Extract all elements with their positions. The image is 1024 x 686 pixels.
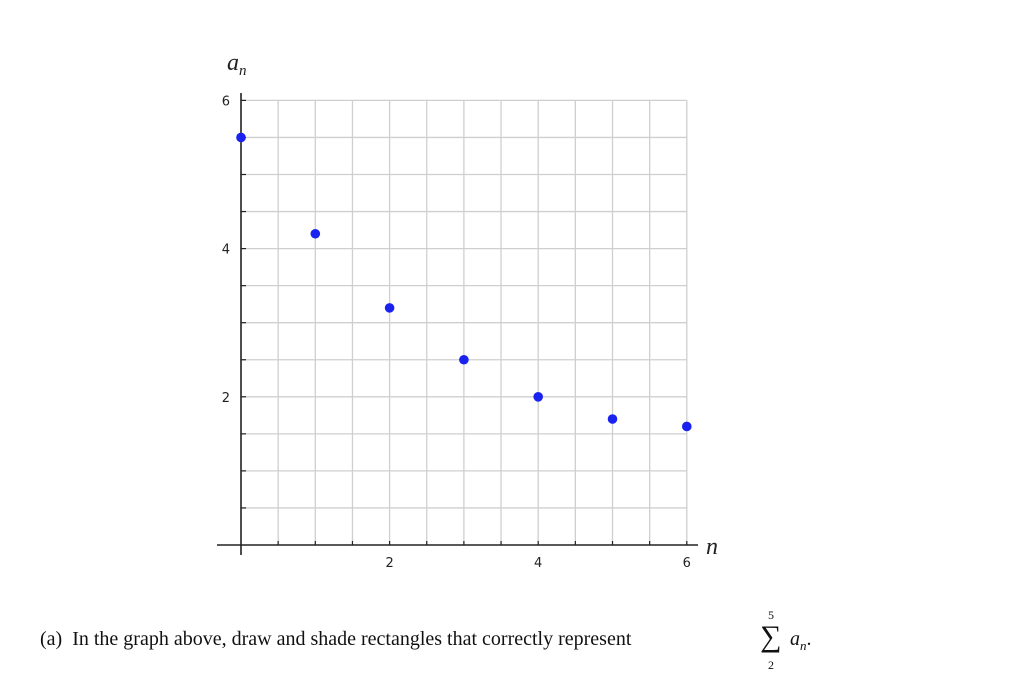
term-period: . bbox=[806, 628, 812, 650]
data-point bbox=[607, 414, 618, 424]
data-point bbox=[533, 392, 543, 402]
x-tick-label: 2 bbox=[385, 556, 393, 571]
data-points bbox=[236, 132, 692, 432]
question-text: (a) In the graph above, draw and shade re… bbox=[40, 628, 631, 651]
term-main: a bbox=[790, 628, 800, 650]
sum-upper-limit: 5 bbox=[768, 608, 774, 622]
summation-term: an. bbox=[790, 628, 812, 654]
tick-labels: 2 4 6 2 4 6 bbox=[222, 94, 691, 571]
y-tick-label: 6 bbox=[222, 94, 230, 109]
y-tick-label: 2 bbox=[222, 391, 230, 406]
y-tick-label: 4 bbox=[222, 243, 230, 258]
summation-symbol: 5 ∑ 2 bbox=[760, 608, 784, 678]
question-body: In the graph above, draw and shade recta… bbox=[72, 628, 632, 650]
data-point bbox=[384, 303, 395, 313]
question-label: (a) bbox=[40, 628, 63, 650]
x-axis-label: n bbox=[706, 534, 718, 560]
data-point bbox=[310, 228, 321, 239]
y-axis-label: an bbox=[227, 50, 247, 79]
data-point bbox=[236, 132, 246, 143]
axes bbox=[217, 93, 698, 555]
axis-labels: an n bbox=[227, 50, 718, 560]
term-subscript: n bbox=[800, 638, 807, 653]
x-tick-label: 6 bbox=[683, 556, 691, 571]
sigma-icon: ∑ bbox=[760, 620, 782, 653]
data-point bbox=[682, 421, 692, 432]
grid-lines bbox=[241, 99, 688, 545]
sum-lower-limit: 2 bbox=[768, 658, 774, 672]
x-tick-label: 4 bbox=[534, 556, 542, 571]
data-point bbox=[459, 354, 469, 365]
sequence-chart: 2 4 6 2 4 6 an n bbox=[217, 50, 718, 571]
